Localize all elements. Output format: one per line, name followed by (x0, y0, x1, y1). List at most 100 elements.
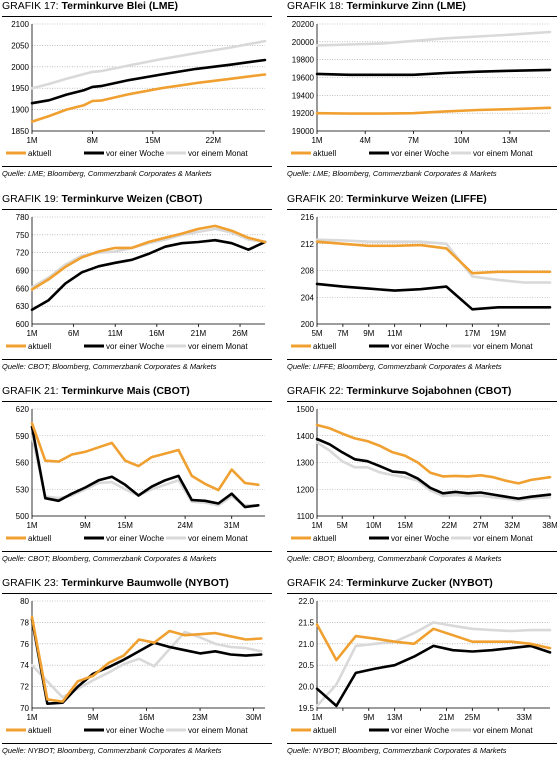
y-tick-label: 76 (20, 640, 29, 649)
x-tick-label: 15M (397, 521, 413, 530)
x-tick-label: 21M (191, 329, 207, 338)
x-tick-label: 1M (311, 521, 322, 530)
series-line-vor-einem-monat (315, 621, 552, 708)
title-rule (2, 593, 272, 594)
bottom-rule (287, 166, 557, 167)
y-tick-label: 72 (20, 683, 29, 692)
y-tick-label: 560 (16, 459, 30, 468)
chart-title: GRAFIK 19: Terminkurve Weizen (CBOT) (2, 193, 272, 209)
x-tick-label: 1M (26, 136, 37, 145)
x-tick-label: 7M (408, 136, 419, 145)
series-line-vor-einer-woche (315, 437, 552, 500)
chart-title: GRAFIK 20: Terminkurve Weizen (LIFFE) (287, 193, 557, 209)
legend-label-aktuell: aktuell (313, 342, 336, 351)
y-tick-label: 19.5 (298, 704, 314, 713)
legend-label-vor-einem-monat: vor einem Monat (188, 149, 248, 158)
chart-title: GRAFIK 18: Terminkurve Zinn (LME) (287, 0, 557, 16)
chart-title-text: Terminkurve Blei (LME) (58, 0, 179, 12)
title-rule (287, 593, 557, 594)
x-tick-label: 1M (311, 713, 322, 722)
y-tick-label: 20.5 (298, 661, 314, 670)
series-line-vor-einer-woche (30, 617, 263, 705)
source-note: Quelle: CBOT; Bloomberg, Commerzbank Cor… (2, 362, 217, 371)
y-tick-label: 2000 (11, 63, 29, 72)
chart-panel: GRAFIK 18: Terminkurve Zinn (LME) 19000 19… (287, 0, 557, 191)
legend-label-vor-einem-monat: vor einem Monat (473, 149, 533, 158)
legend-label-aktuell: aktuell (28, 342, 51, 351)
line-chart: 500 530 560 590 620 1M 9M 15M 24M 31M aktuell vor e… (6, 405, 265, 543)
source-note: Quelle: CBOT; Bloomberg, Commerzbank Cor… (287, 554, 502, 563)
x-tick-label: 5M (337, 521, 348, 530)
y-tick-label: 690 (16, 267, 30, 276)
x-tick-label: 16M (149, 329, 165, 338)
x-tick-label: 10M (366, 521, 382, 530)
title-rule (2, 401, 272, 402)
series-line-vor-einem-monat (30, 39, 267, 90)
legend-label-aktuell: aktuell (28, 149, 51, 158)
line-chart: 70 72 74 76 78 80 1M 9M 16M 23M 30M aktuell vor eine… (6, 597, 265, 735)
legend-label-vor-einem-monat: vor einem Monat (473, 534, 533, 543)
line-chart: 19.5 20.0 20.5 21.0 21.5 22.0 1M 9M 13M 21M 25M 33M… (291, 597, 552, 735)
source-note: Quelle: CBOT; Bloomberg, Commerzbank Cor… (2, 554, 217, 563)
y-tick-label: 2100 (11, 20, 29, 29)
legend-label-vor-einem-monat: vor einem Monat (188, 534, 248, 543)
series-line-aktuell (30, 224, 267, 291)
series-line-aktuell (315, 423, 552, 485)
series-line-vor-einem-monat (315, 238, 552, 284)
y-tick-label: 1850 (11, 127, 29, 136)
x-tick-label: 9M (363, 329, 374, 338)
y-tick-label: 19600 (292, 74, 315, 83)
chart-title-text: Terminkurve Weizen (CBOT) (58, 193, 203, 205)
bottom-rule (287, 359, 557, 360)
y-tick-label: 660 (16, 284, 30, 293)
line-chart: 1850 1900 1950 2000 2050 2100 1M 8M 15M 22M aktuel… (6, 20, 267, 158)
grafik-number: GRAFIK 20: (287, 193, 344, 205)
legend-label-vor-einer-woche: vor einer Woche (106, 726, 165, 735)
x-tick-label: 38M (542, 521, 557, 530)
line-chart: 19000 19200 19400 19600 19800 20000 20200 1M 4M 7… (291, 20, 552, 158)
chart-title-text: Terminkurve Zinn (LME) (343, 0, 466, 12)
x-tick-label: 1M (26, 521, 37, 530)
chart-panel: GRAFIK 23: Terminkurve Baumwolle (NYBOT)… (2, 577, 272, 768)
legend-label-vor-einer-woche: vor einer Woche (106, 342, 165, 351)
source-note: Quelle: LME; Bloomberg, Commerzbank Corp… (287, 169, 497, 178)
grafik-number: GRAFIK 21: (2, 385, 59, 397)
chart-panel: GRAFIK 24: Terminkurve Zucker (NYBOT) 19.… (287, 577, 557, 768)
bottom-rule (2, 359, 272, 360)
series-line-vor-einer-woche (30, 238, 267, 311)
series-line-vor-einem-monat (315, 441, 552, 502)
bottom-rule (287, 551, 557, 552)
legend-label-vor-einem-monat: vor einem Monat (473, 726, 533, 735)
x-tick-label: 7M (337, 329, 348, 338)
source-note: Quelle: LIFFE; Bloomberg, Commerzbank Co… (287, 362, 502, 371)
y-tick-label: 21.0 (298, 640, 314, 649)
title-rule (2, 16, 272, 17)
series-line-aktuell (30, 421, 260, 492)
x-tick-label: 15M (145, 136, 161, 145)
chart-panel: GRAFIK 17: Terminkurve Blei (LME) 1850 190… (2, 0, 272, 191)
y-tick-label: 19400 (292, 91, 315, 100)
y-tick-label: 19000 (292, 127, 315, 136)
x-tick-label: 9M (363, 713, 374, 722)
x-tick-label: 4M (360, 136, 371, 145)
bottom-rule (2, 743, 272, 744)
x-tick-label: 10M (454, 136, 470, 145)
y-tick-label: 1400 (296, 432, 314, 441)
x-tick-label: 13M (387, 713, 403, 722)
line-chart: 600 630 660 690 720 750 780 1M 6M 11M 16M 21M 26M akt… (6, 213, 267, 351)
grafik-number: GRAFIK 19: (2, 193, 59, 205)
chart-title-text: Terminkurve Baumwolle (NYBOT) (58, 577, 229, 589)
chart-title-text: Terminkurve Zucker (NYBOT) (343, 577, 493, 589)
y-tick-label: 20000 (292, 38, 315, 47)
y-tick-label: 1950 (11, 84, 29, 93)
source-note: Quelle: NYBOT; Bloomberg, Commerzbank Co… (2, 746, 222, 755)
title-rule (2, 209, 272, 210)
x-tick-label: 6M (68, 329, 79, 338)
y-tick-label: 74 (20, 661, 29, 670)
chart-title: GRAFIK 24: Terminkurve Zucker (NYBOT) (287, 577, 557, 593)
series-line-aktuell (30, 615, 263, 703)
series-line-vor-einer-woche (30, 425, 260, 509)
x-tick-label: 30M (246, 713, 262, 722)
y-tick-label: 2050 (11, 41, 29, 50)
y-tick-label: 1500 (296, 405, 314, 414)
